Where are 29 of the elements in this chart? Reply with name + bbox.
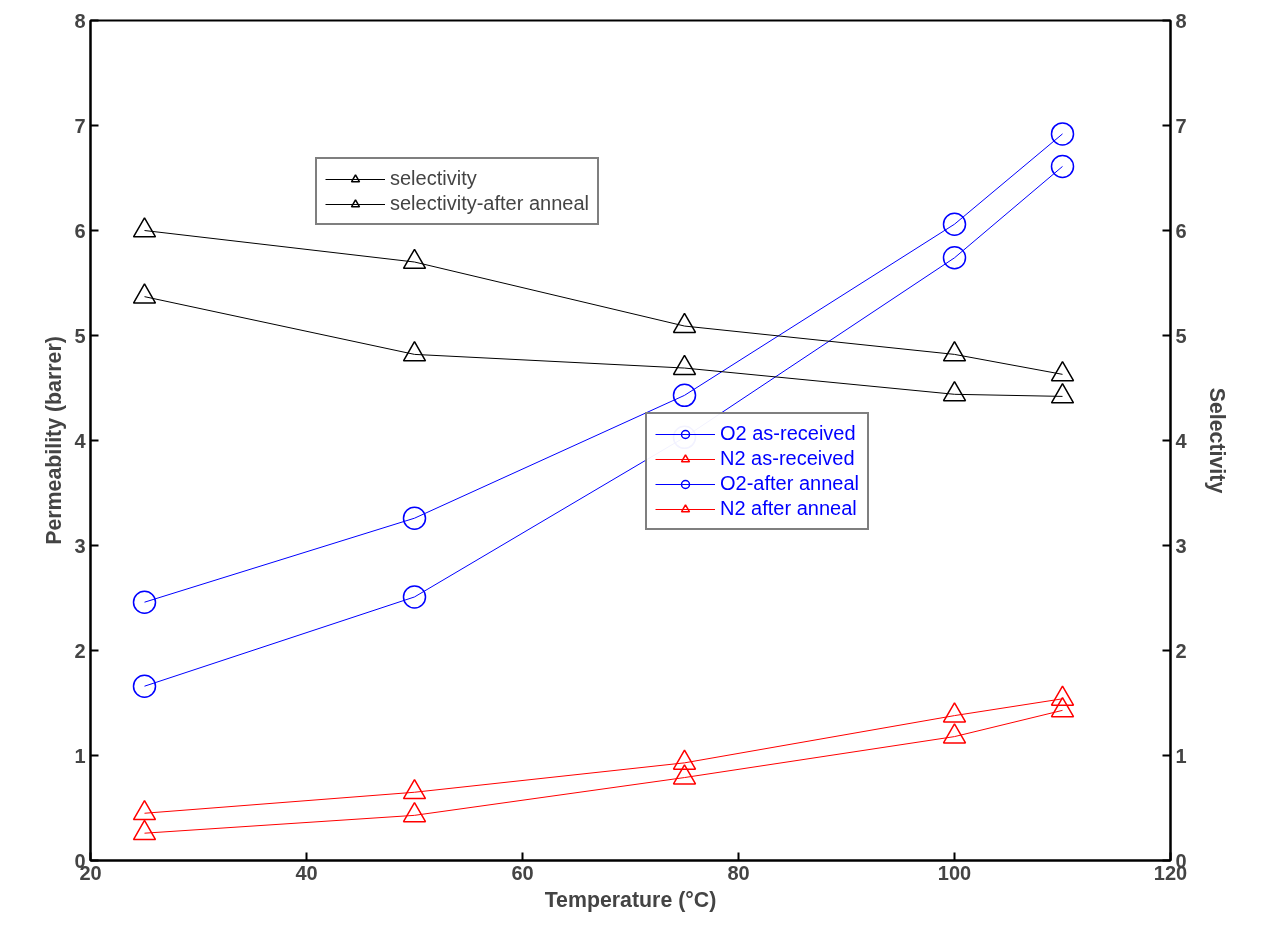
legend-label: selectivity xyxy=(390,167,477,190)
x-tick-label: 80 xyxy=(727,861,750,884)
y2-tick-label: 6 xyxy=(1175,219,1187,242)
legend-label: O2 as-received xyxy=(720,422,856,445)
y-tick-label: 1 xyxy=(74,744,86,767)
y2-tick-label: 2 xyxy=(1175,639,1187,662)
legend-label: selectivity-after anneal xyxy=(390,192,589,215)
y-tick-label: 4 xyxy=(74,429,87,452)
x-tick-label: 100 xyxy=(937,861,972,884)
y-tick-label: 5 xyxy=(74,324,86,347)
y-tick-label: 2 xyxy=(74,639,86,662)
y2-tick-label: 5 xyxy=(1175,324,1187,347)
y2-tick-label: 1 xyxy=(1175,744,1187,767)
y-tick-label: 8 xyxy=(74,9,86,32)
y-axis-title: Permeability (barrer) xyxy=(42,336,67,545)
x-axis-title: Temperature (°C) xyxy=(544,887,717,912)
y2-tick-label: 4 xyxy=(1175,429,1188,452)
y2-tick-label: 3 xyxy=(1175,534,1187,557)
x-tick-label: 60 xyxy=(511,861,534,884)
legend-label: N2 as-received xyxy=(720,447,855,470)
legend-label: O2-after anneal xyxy=(720,472,859,495)
y2-tick-label: 8 xyxy=(1175,9,1187,32)
y2-axis-title: Selectivity xyxy=(1204,387,1229,494)
y2-tick-label: 7 xyxy=(1175,114,1187,137)
legend-label: N2 after anneal xyxy=(720,497,857,520)
y-tick-label: 7 xyxy=(74,114,86,137)
x-tick-label: 40 xyxy=(295,861,318,884)
y-tick-label: 6 xyxy=(74,219,86,242)
y-tick-label: 3 xyxy=(74,534,86,557)
